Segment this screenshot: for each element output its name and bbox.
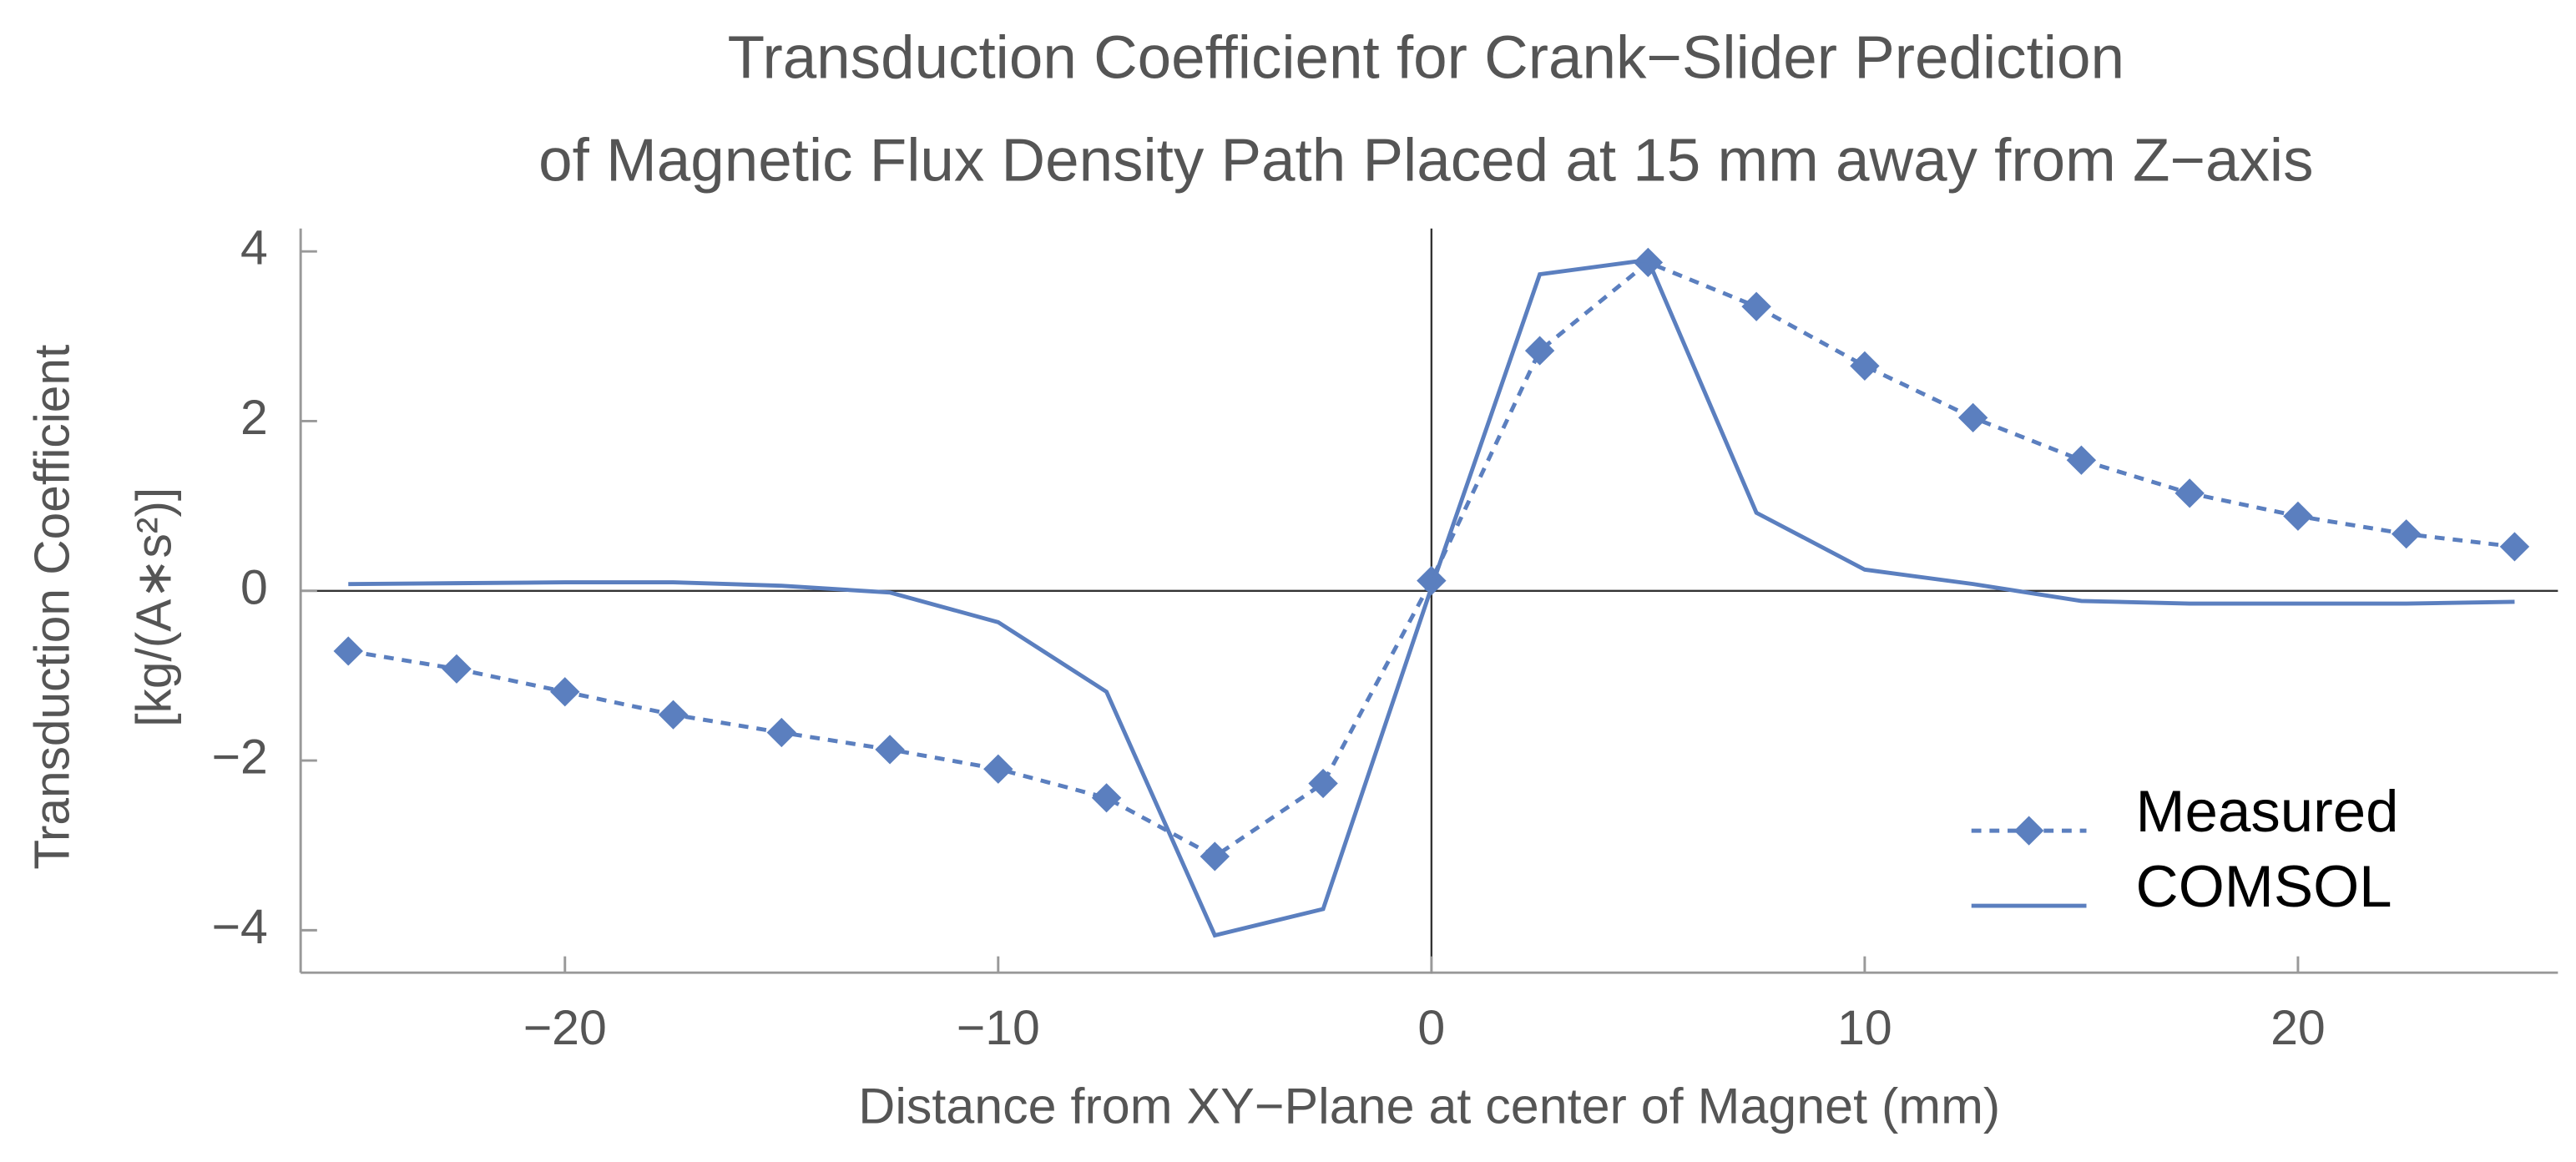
point [983,754,1013,784]
x-axis-label: Distance from XY−Plane at center of Magn… [858,1078,2000,1134]
point [1091,783,1122,813]
point [550,677,580,707]
series-line [348,257,2515,938]
legend-marker [2013,816,2044,846]
legend-label: COMSOL [2136,853,2392,919]
point [658,700,689,730]
point [2174,478,2205,508]
point [766,717,797,748]
y-axis-label: Transduction Coefficient [25,345,79,870]
y-axis-label: [kg/(A∗s²)] [127,488,181,727]
chart-title: Transduction Coefficient for Crank−Slide… [728,24,2124,92]
x-tick-label: −20 [523,1001,607,1055]
y-tick-label: −2 [212,730,268,785]
point [875,735,905,765]
point [1524,336,1555,366]
point [2391,519,2422,549]
point [442,654,472,684]
point [1308,768,1338,799]
x-tick-label: 10 [1837,1001,1892,1055]
legend-label: Measured [2136,778,2399,844]
point [1850,351,1880,381]
x-tick-label: 0 [1417,1001,1445,1055]
y-tick-label: 0 [240,560,268,614]
chart-title: of Magnetic Flux Density Path Placed at … [538,127,2313,195]
y-tick-label: 4 [240,221,268,275]
series-line [347,260,2515,859]
x-tick-label: −10 [957,1001,1040,1055]
point [333,636,363,666]
point [1957,402,1988,432]
point [1200,841,1230,872]
point [2283,501,2313,531]
point [2066,445,2097,475]
point [1741,291,1771,321]
x-tick-label: 20 [2270,1001,2326,1055]
y-tick-label: 2 [240,391,268,445]
point [2499,532,2530,562]
y-tick-label: −4 [212,900,268,954]
